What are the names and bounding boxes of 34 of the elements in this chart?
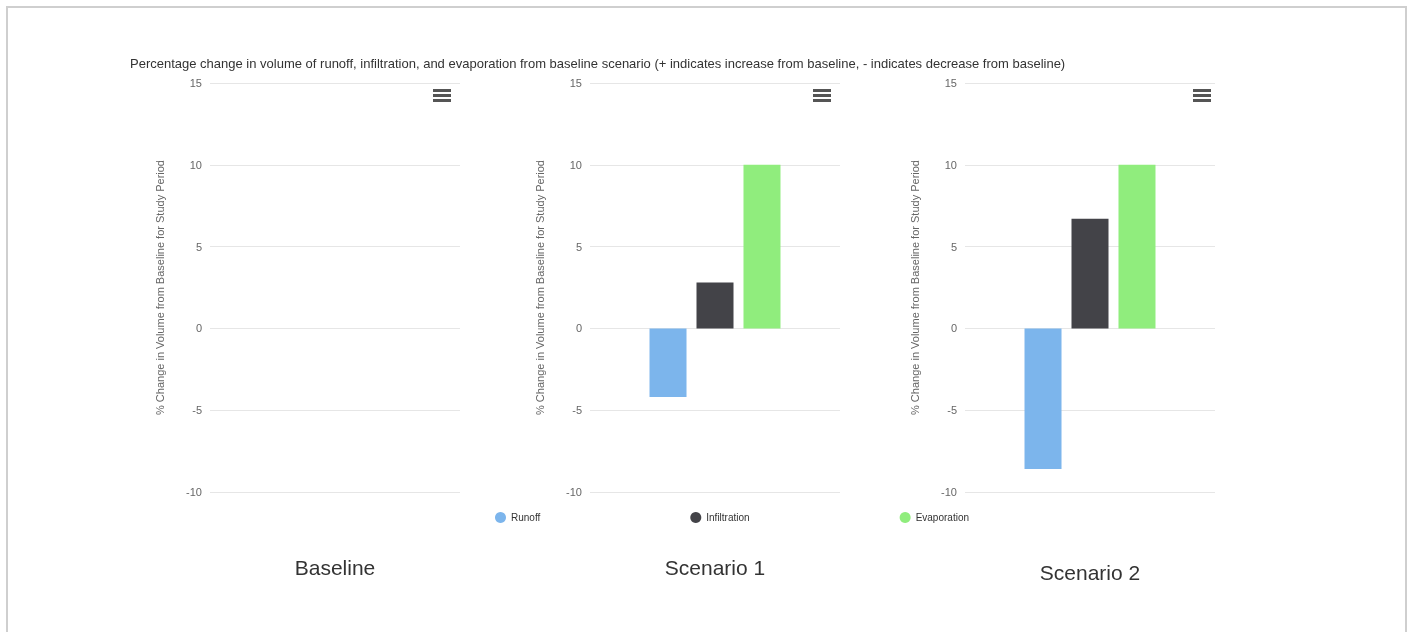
bar bbox=[743, 164, 781, 329]
bar bbox=[1024, 328, 1062, 470]
y-tick-label: 0 bbox=[575, 322, 582, 335]
y-axis-title: % Change in Volume from Baseline for Study Period bbox=[908, 160, 921, 415]
y-tick-label: 15 bbox=[189, 77, 202, 89]
y-tick-label: 10 bbox=[569, 158, 582, 171]
bar bbox=[1071, 218, 1109, 329]
legend-label: Infiltration bbox=[706, 512, 750, 523]
y-tick-label: -5 bbox=[947, 404, 957, 417]
bar bbox=[696, 282, 734, 329]
y-tick-label: -5 bbox=[572, 404, 582, 417]
y-axis-title: % Change in Volume from Baseline for Study Period bbox=[533, 160, 546, 415]
y-tick-label: 15 bbox=[569, 77, 582, 89]
y-tick-label: -5 bbox=[192, 404, 202, 417]
y-tick-label: 5 bbox=[575, 240, 582, 253]
y-tick-label: 5 bbox=[950, 240, 957, 253]
x-axis-title: Scenario 2 bbox=[1039, 561, 1141, 584]
y-tick-label: -10 bbox=[941, 486, 957, 498]
y-tick-label: -10 bbox=[186, 486, 202, 498]
y-tick-label: 15 bbox=[944, 77, 957, 89]
y-tick-label: 0 bbox=[950, 322, 957, 335]
legend-label: Evaporation bbox=[915, 512, 970, 523]
chart-title: Percentage change in volume of runoff, infiltration, and evaporation from baseline scenario (+ indicates increase from baseline, - indicates decrease from baseline) bbox=[130, 56, 1066, 71]
y-axis-title: % Change in Volume from Baseline for Study Period bbox=[153, 160, 166, 415]
y-tick-label: 0 bbox=[195, 322, 202, 335]
x-axis-title: Baseline bbox=[294, 556, 376, 579]
bar bbox=[1118, 164, 1156, 329]
legend-label: Runoff bbox=[511, 512, 541, 523]
bar bbox=[649, 328, 687, 398]
x-axis-title: Scenario 1 bbox=[664, 556, 766, 579]
y-tick-label: 10 bbox=[189, 158, 202, 171]
y-tick-label: 5 bbox=[195, 240, 202, 253]
y-tick-label: -10 bbox=[566, 486, 582, 498]
y-tick-label: 10 bbox=[944, 158, 957, 171]
